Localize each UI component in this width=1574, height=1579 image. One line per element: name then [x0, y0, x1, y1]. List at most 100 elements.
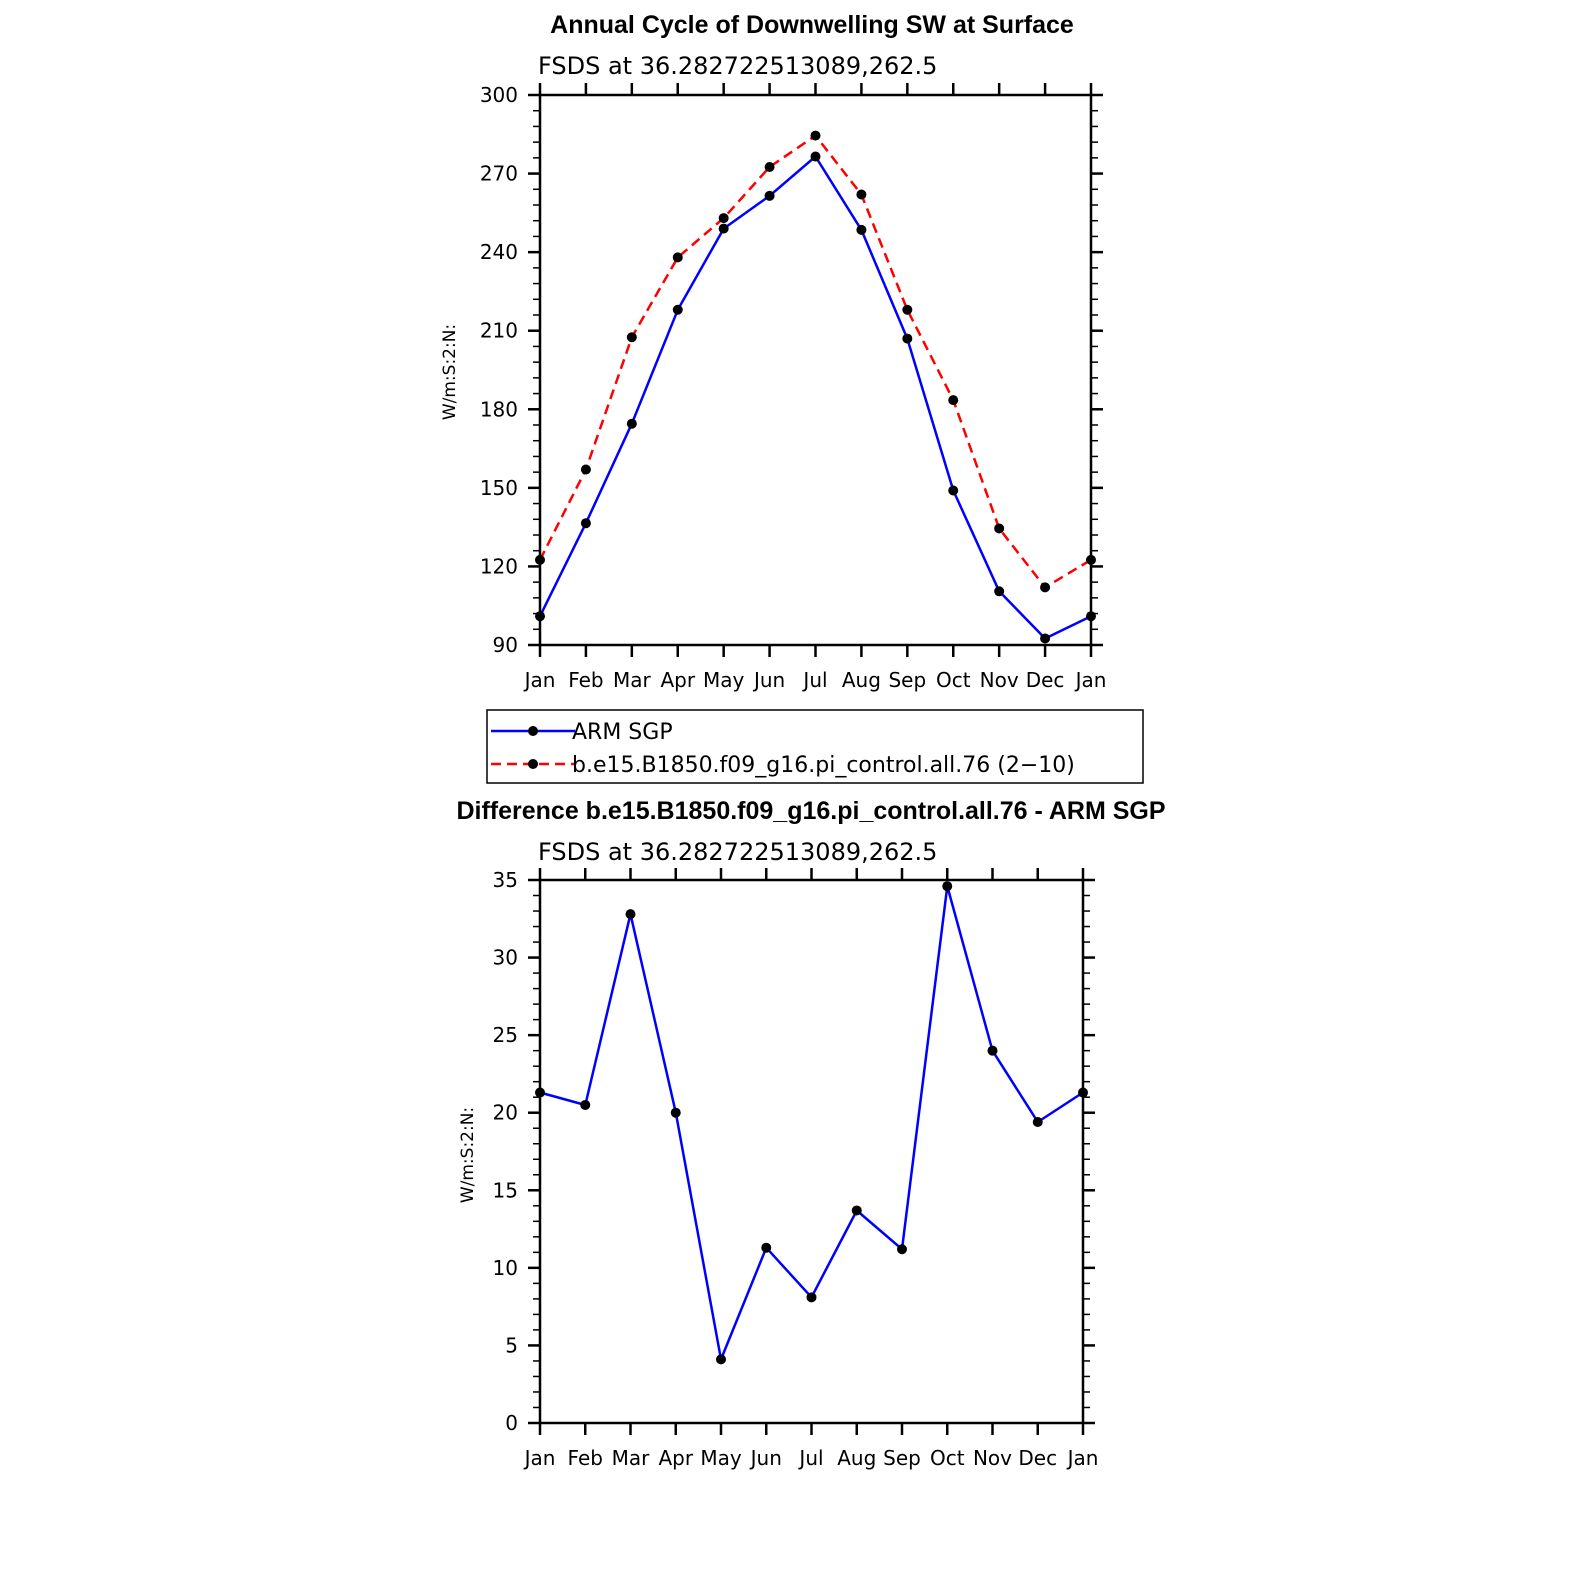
top-chart-xtick-label: Mar — [613, 668, 652, 692]
top-chart-series-1-point — [810, 130, 821, 141]
bottom-chart-series-0-point — [851, 1205, 862, 1216]
top-chart-frame — [538, 93, 1093, 647]
top-chart-xtick-label: Sep — [888, 668, 926, 692]
legend-label-obs: ARM SGP — [572, 720, 673, 745]
top-chart-ytick-label: 90 — [493, 633, 518, 657]
top-chart-plot: 90 120 150 180 210 240 270 300 Jan Feb Mar Apr May Ju… — [480, 83, 1107, 692]
bottom-chart-xtick-label: Apr — [658, 1446, 693, 1470]
bottom-chart-series-0-point — [987, 1045, 998, 1056]
top-chart-series-1-point — [580, 464, 591, 475]
bottom-chart-xtick-label: Jan — [523, 1446, 556, 1470]
bottom-chart-series-0-point — [625, 909, 636, 920]
bottom-chart-xtick-label: Feb — [568, 1446, 603, 1470]
bottom-chart-series-0-point — [716, 1354, 726, 1365]
top-chart-xtick-label: Nov — [980, 668, 1019, 692]
bottom-chart-ytick-label: 10 — [493, 1256, 518, 1280]
top-chart-ytick-label: 210 — [480, 319, 518, 343]
bottom-chart-xtick-label: Jan — [1066, 1446, 1099, 1470]
bottom-chart-series-0-point — [580, 1099, 591, 1110]
top-chart-series-0-point — [535, 611, 545, 622]
bottom-chart-ytick-label: 35 — [493, 868, 518, 892]
top-chart-series-1-point — [948, 395, 959, 406]
top-chart-ytick-label: 300 — [480, 83, 518, 107]
legend-label-model: b.e15.B1850.f09_g16.pi_control.all.76 (2… — [572, 753, 1075, 778]
bottom-chart-ylabel: W/m:S:2:N: — [458, 1107, 478, 1203]
top-chart-xtick-label: May — [703, 668, 745, 692]
top-chart-series-0-point — [902, 333, 913, 344]
bottom-chart-series-0-point — [535, 1087, 545, 1098]
legend-box — [486, 709, 1144, 784]
top-chart-series-line-1 — [538, 134, 1092, 589]
bottom-chart-ytick-label: 0 — [505, 1411, 518, 1435]
top-chart-series-0-point — [1040, 633, 1051, 644]
top-chart-ytick-label: 240 — [480, 240, 518, 264]
top-chart-title: Annual Cycle of Downwelling SW at Surfac… — [550, 11, 1074, 39]
top-chart-series-0-point — [672, 304, 683, 315]
top-chart-series-0-point — [810, 151, 821, 162]
bottom-chart-subtitle: FSDS at 36.282722513089,262.5 — [538, 838, 937, 866]
bottom-chart-ytick-label: 5 — [505, 1333, 518, 1357]
top-chart-xtick-label: Jan — [523, 668, 556, 692]
top-chart-xtick-label: Apr — [660, 668, 695, 692]
top-chart-series-0-point — [994, 586, 1005, 597]
top-chart-series-0-point — [626, 418, 637, 429]
top-chart-legend: ARM SGP b.e15.B1850.f09_g16.pi_control.a… — [486, 709, 1144, 784]
top-chart-ytick-label: 150 — [480, 476, 518, 500]
top-chart-series-1-point — [902, 304, 913, 315]
bottom-chart-series-0-point — [897, 1244, 907, 1255]
bottom-chart-ytick-label: 30 — [493, 946, 518, 970]
bottom-chart-series-0-point — [806, 1292, 817, 1303]
top-chart-series-1-point — [994, 523, 1005, 534]
top-chart-xtick-label: Feb — [568, 668, 603, 692]
legend-marker-model — [528, 759, 538, 769]
top-chart-series-1-point — [535, 554, 545, 565]
bottom-chart-xtick-label: Nov — [973, 1446, 1012, 1470]
bottom-chart-xtick-label: Dec — [1018, 1446, 1057, 1470]
top-chart-xtick-label: Jul — [801, 668, 827, 692]
top-chart-series-0-point — [1086, 611, 1096, 622]
top-chart-ytick-label: 180 — [480, 397, 518, 421]
top-chart-xtick-label: Jan — [1074, 668, 1107, 692]
top-chart-ylabel: W/m:S:2:N: — [440, 324, 460, 420]
top-chart-series-1-point — [718, 213, 729, 224]
bottom-chart-series-0-point — [1032, 1117, 1043, 1128]
top-chart-series-1-point — [764, 162, 775, 173]
top-chart-series-0-point — [580, 518, 591, 529]
top-chart-ytick-label: 270 — [480, 162, 518, 186]
bottom-chart-title: Difference b.e15.B1850.f09_g16.pi_contro… — [456, 797, 1165, 825]
bottom-chart-xtick-label: Sep — [883, 1446, 921, 1470]
top-chart-series-line-0 — [538, 155, 1092, 640]
bottom-chart-series-line-0 — [539, 884, 1084, 1361]
bottom-chart-series-0-point — [942, 881, 953, 892]
bottom-chart-ytick-label: 15 — [493, 1178, 518, 1202]
top-chart-series-0-point — [718, 223, 729, 234]
legend-marker-obs — [528, 726, 538, 736]
top-chart-series-1-point — [1040, 582, 1051, 593]
top-chart-xtick-label: Aug — [842, 668, 881, 692]
top-chart-subtitle: FSDS at 36.282722513089,262.5 — [538, 52, 937, 80]
top-chart-xtick-label: Jun — [752, 668, 785, 692]
top-chart-series-1-point — [856, 189, 867, 200]
bottom-chart-xtick-label: May — [700, 1446, 742, 1470]
top-chart-series-0-point — [764, 190, 775, 201]
bottom-chart-series-0-point — [1078, 1087, 1088, 1098]
bottom-chart-xtick-label: Mar — [612, 1446, 651, 1470]
top-chart-xtick-label: Dec — [1026, 668, 1065, 692]
top-chart-series-1-point — [626, 332, 637, 343]
top-chart-series-0-point — [948, 485, 959, 496]
top-chart-series-1-point — [672, 252, 683, 263]
bottom-chart-ytick-label: 20 — [493, 1101, 518, 1125]
bottom-chart-xtick-label: Aug — [837, 1446, 876, 1470]
bottom-chart-ytick-label: 25 — [493, 1023, 518, 1047]
bottom-chart-xtick-label: Jun — [749, 1446, 782, 1470]
top-chart-ytick-label: 120 — [480, 554, 518, 578]
top-chart-xtick-label: Oct — [936, 668, 971, 692]
bottom-chart-series-0-point — [761, 1242, 772, 1253]
bottom-chart-xtick-label: Oct — [930, 1446, 965, 1470]
bottom-chart-plot: 0 5 10 15 20 25 30 35 Jan Feb Mar Apr May Jun Jul Aug Se… — [493, 868, 1099, 1470]
top-chart-series-0-point — [856, 224, 867, 235]
bottom-chart-frame — [538, 878, 1085, 1425]
top-chart-series-1-point — [1086, 554, 1096, 565]
